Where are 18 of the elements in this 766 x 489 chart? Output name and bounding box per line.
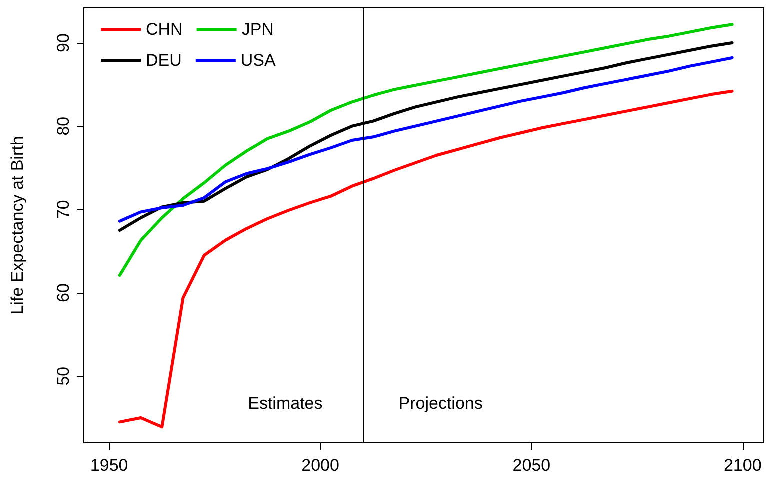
annotation: Projections [398, 394, 483, 413]
x-tick-label: 2000 [302, 456, 340, 475]
y-tick-label: 90 [54, 34, 73, 52]
x-tick-label: 2050 [512, 456, 551, 475]
x-tick-label: 1950 [90, 456, 128, 475]
line-series [118, 90, 734, 429]
y-tick-label: 50 [54, 366, 73, 386]
legend-label: CHN [146, 20, 183, 39]
legend-label: JPN [242, 20, 274, 39]
y-tick-label: 80 [54, 116, 73, 136]
annotation: Estimates [248, 394, 323, 413]
y-tick-label: 70 [54, 200, 73, 220]
line-series [118, 23, 734, 277]
legend-label: USA [240, 51, 277, 70]
legend-label: DEU [146, 51, 182, 70]
x-tick-label: 2100 [724, 456, 762, 475]
y-tick-label: 60 [54, 284, 73, 302]
y-axis-title: Life Expectancy at Birth [8, 136, 27, 315]
